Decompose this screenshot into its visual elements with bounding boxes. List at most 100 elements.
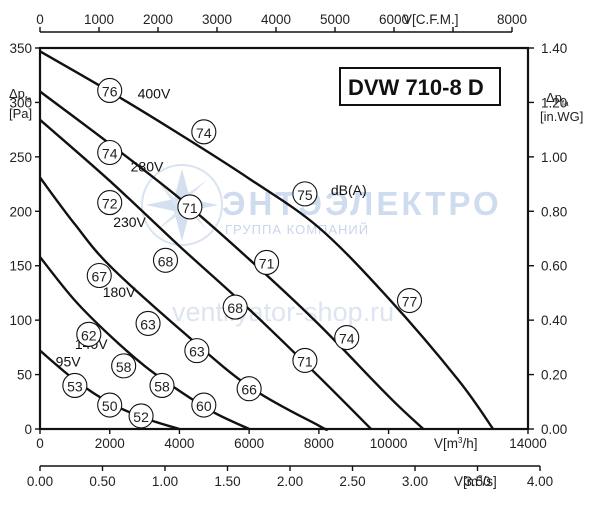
fan-curve-280V <box>39 90 425 430</box>
noise-marker-circle <box>191 392 217 418</box>
x-top-label: V[C.F.M.] <box>403 12 459 27</box>
series-label: 280V <box>131 159 164 175</box>
x-m3s-tick-label: 3.00 <box>402 474 428 489</box>
x-top-tick-label: 0 <box>36 12 44 27</box>
noise-marker-value: 52 <box>133 409 149 425</box>
y-right-tick-label: 0.00 <box>541 422 567 437</box>
noise-marker-value: 66 <box>241 382 257 398</box>
fan-curve-180V <box>39 176 328 432</box>
fan-curve-230V <box>39 118 372 430</box>
x-bottom-label: V[m3/h] <box>434 436 477 451</box>
x-axis-m3s: 0.00 0.50 1.00 1.50 2.00 2.50 3.00 3.50 4.00 <box>27 465 553 489</box>
x-bottom-tick-label: 10000 <box>370 436 408 451</box>
x-m3s-tick-label: 3.50 <box>464 474 490 489</box>
y-right-tick-label: 1.00 <box>541 150 567 165</box>
noise-marker-value: 77 <box>402 294 418 310</box>
y-left-unit: [Pa] <box>9 106 32 121</box>
noise-marker-circle <box>177 194 203 220</box>
noise-marker-value: 72 <box>102 196 118 212</box>
noise-marker: 77 <box>396 287 423 314</box>
chart-title: DVW 710-8 D <box>348 75 484 100</box>
x-bottom-tick-label: 8000 <box>304 436 334 451</box>
noise-marker-circle <box>254 249 280 275</box>
noise-marker: 71 <box>292 347 318 373</box>
x-top-tick-label: 5000 <box>320 12 350 27</box>
x-m3s-tick-label: 0.50 <box>89 474 115 489</box>
noise-marker: 58 <box>111 353 137 379</box>
noise-marker: 74 <box>97 139 123 166</box>
noise-marker-circle <box>191 119 217 145</box>
x-bottom-tick-label: 0 <box>36 436 44 451</box>
watermark-site: ventilyator-shop.ru <box>172 297 394 327</box>
noise-marker-value: 71 <box>259 255 275 271</box>
noise-marker-value: 75 <box>297 187 313 203</box>
y-right-label: Δpfa <box>546 90 569 108</box>
noise-marker-value: 50 <box>102 398 118 414</box>
noise-marker-circle <box>184 338 210 364</box>
y-left-tick-label: 0 <box>24 422 32 437</box>
x-top-tick-label: 1000 <box>84 12 114 27</box>
series-label: 180V <box>103 284 136 300</box>
noise-marker-circle <box>292 181 318 207</box>
noise-marker-circle <box>149 372 175 399</box>
y-left-tick-label: 300 <box>9 95 32 110</box>
noise-marker: 58 <box>149 372 175 399</box>
noise-marker-circle <box>97 139 123 166</box>
noise-marker: 72 <box>97 190 123 216</box>
noise-marker-circle <box>236 376 262 402</box>
noise-marker: 50 <box>97 392 123 418</box>
y-right-tick-label: 0.80 <box>541 204 567 219</box>
noise-marker: 75 <box>292 181 318 207</box>
noise-marker-value: 62 <box>81 327 97 343</box>
noise-marker: 71 <box>177 194 203 220</box>
noise-marker-circle <box>97 392 123 418</box>
series-label: 95V <box>56 354 82 370</box>
noise-marker-circle <box>97 190 123 216</box>
x-top-tick-label: 2000 <box>143 12 173 27</box>
x-axis-m3h: 0 2000 4000 6000 8000 10000 14000 <box>36 429 547 451</box>
y-right-tick-label: 0.20 <box>541 368 567 383</box>
plot-frame <box>38 46 530 431</box>
y-left-label: Δpfa <box>9 86 32 104</box>
y-left-tick-label: 100 <box>9 313 32 328</box>
x-top-tick-label: 6000 <box>379 12 409 27</box>
y-left-tick-label: 200 <box>9 204 32 219</box>
noise-marker-value: 67 <box>91 269 107 285</box>
noise-marker-circle <box>152 247 179 273</box>
noise-marker-value: 76 <box>102 83 118 99</box>
db-label: dB(A) <box>331 182 367 198</box>
noise-marker: 68 <box>222 294 248 320</box>
y-left-tick-label: 150 <box>9 259 32 274</box>
noise-marker-value: 71 <box>297 353 313 369</box>
noise-marker-value: 63 <box>140 316 156 332</box>
noise-marker-circle <box>222 294 248 320</box>
y-axis-left: 0 50 100 150 200 250 300 350 <box>9 41 40 437</box>
noise-marker-value: 74 <box>339 331 355 347</box>
noise-marker: 66 <box>236 376 262 402</box>
noise-marker: 62 <box>76 321 102 347</box>
watermark-group: ГРУППА КОМПАНИЙ <box>225 222 369 237</box>
x-m3s-tick-label: 1.50 <box>214 474 240 489</box>
noise-marker-value: 58 <box>154 378 170 394</box>
noise-marker-circle <box>135 310 161 336</box>
x-bottom-tick-label: 6000 <box>234 436 264 451</box>
noise-marker-circle <box>396 287 423 314</box>
curves <box>39 50 495 432</box>
noise-marker-value: 63 <box>189 344 205 360</box>
watermark: ЭНТЭЭЛЕКТРО ГРУППА КОМПАНИЙ ventilyator-… <box>141 164 499 327</box>
noise-marker-value: 60 <box>196 398 212 414</box>
noise-markers: 76 74 75 77 74 71 71 74 72 68 68 71 67 63 63 66 62 58 58 60… <box>62 77 423 429</box>
y-left-tick-label: 350 <box>9 41 32 56</box>
noise-marker-value: 74 <box>196 125 212 141</box>
x-top-tick-label: 8000 <box>497 12 527 27</box>
x-m3s-tick-label: 1.00 <box>152 474 178 489</box>
title-box: DVW 710-8 D <box>339 67 501 106</box>
noise-marker: 74 <box>191 119 217 145</box>
noise-marker: 53 <box>62 372 88 399</box>
x-m3s-tick-label: 2.00 <box>277 474 303 489</box>
x-bottom-tick-label: 14000 <box>509 436 547 451</box>
fan-curve-140V <box>39 256 250 431</box>
noise-marker-value: 68 <box>158 253 174 269</box>
noise-marker-circle <box>292 347 318 373</box>
